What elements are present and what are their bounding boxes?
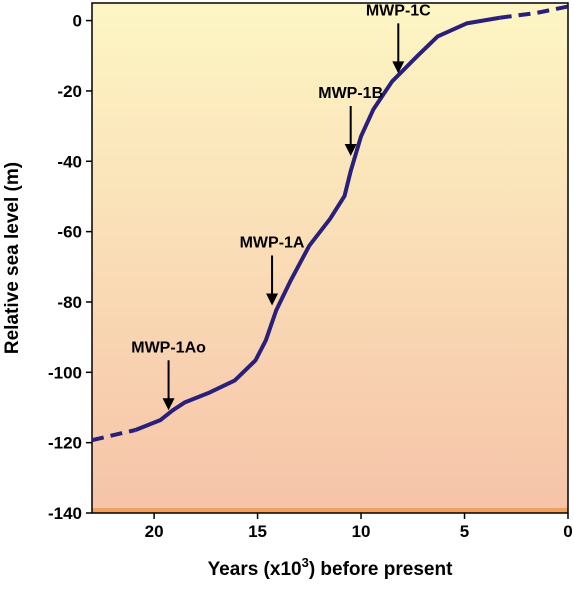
x-tick-label: 20 [145, 522, 164, 541]
y-tick-label: -140 [48, 504, 82, 523]
annotation-label: MWP-1A [240, 234, 305, 251]
arrow-head [162, 398, 175, 411]
y-tick-label: -60 [57, 223, 82, 242]
annotation-label: MWP-1Ao [131, 339, 206, 356]
x-label-part: Years (x10 [208, 559, 302, 580]
sea-level-line [134, 15, 501, 432]
x-tick-label: 10 [352, 522, 371, 541]
arrow-head [266, 293, 279, 306]
watermark: 知乎 @快乐宝宝 [469, 559, 571, 575]
y-tick-label: -40 [57, 152, 82, 171]
x-tick-label: 15 [248, 522, 267, 541]
y-tick-label: -20 [57, 82, 82, 101]
bottom-band [92, 508, 568, 513]
arrow-head [344, 144, 357, 156]
x-tick-label: 0 [563, 522, 572, 541]
x-label-sup: 3 [302, 555, 309, 570]
x-tick-label: 5 [460, 522, 469, 541]
y-tick-label: -120 [48, 434, 82, 453]
y-tick-label: 0 [73, 12, 82, 31]
sea-level-line [91, 4, 569, 443]
y-tick-label: -100 [48, 363, 82, 382]
x-axis-label: Years (x103) before present [208, 555, 454, 580]
plot-frame [91, 2, 569, 514]
annotation-label: MWP-1B [318, 85, 383, 102]
y-axis-label: Relative sea level (m) [2, 162, 23, 354]
x-label-part: ) before present [309, 559, 453, 580]
y-tick-label: -80 [57, 293, 82, 312]
arrow-head [392, 61, 405, 74]
plot-background [92, 3, 568, 513]
annotation-label: MWP-1C [366, 2, 431, 19]
